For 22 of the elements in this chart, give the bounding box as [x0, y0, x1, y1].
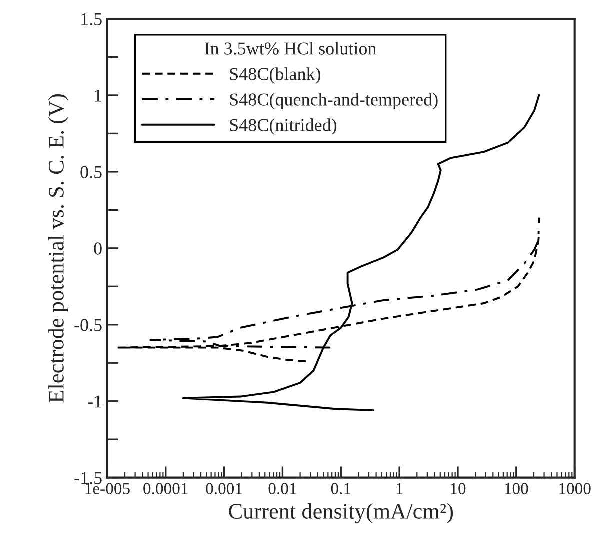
y-tick-label: 0: [94, 242, 102, 255]
x-tick-label: 1: [396, 483, 403, 494]
legend-label: S48C(nitrided): [230, 118, 337, 136]
x-tick-label: 0.01: [268, 483, 296, 495]
x-tick-label: 10: [451, 483, 466, 494]
x-tick-label: 0.0001: [144, 483, 188, 495]
x-tick-label: 100: [505, 483, 528, 494]
y-tick-label: 0.5: [80, 166, 102, 178]
y-tick-label: -1: [88, 396, 102, 408]
legend-label: S48C(quench-and-tempered): [230, 93, 438, 110]
x-tick-label: 0.001: [206, 483, 242, 495]
x-tick-label: 0.1: [331, 483, 351, 495]
y-tick-label: -1.5: [74, 472, 102, 484]
x-axis-title: Current density(mA/cm²): [229, 503, 454, 524]
x-tick-label: 1e-005: [86, 483, 130, 494]
legend-title: In 3.5wt% HCl solution: [204, 42, 376, 55]
legend-label: S48C(blank): [230, 68, 321, 84]
y-tick-label: -0.5: [74, 319, 102, 332]
y-axis-title: Electrode potential vs. S. C. E. (V): [48, 94, 68, 403]
y-tick-label: 1: [95, 90, 102, 102]
y-tick-label: 1.5: [82, 13, 102, 26]
x-tick-label: 1000: [560, 483, 591, 494]
